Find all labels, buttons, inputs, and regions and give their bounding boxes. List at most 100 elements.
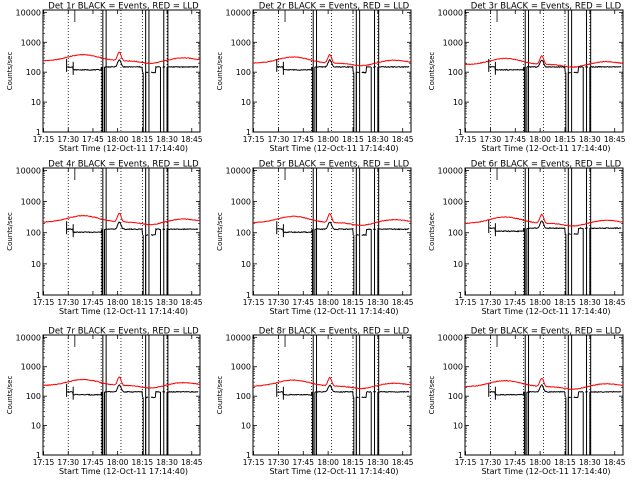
x-tick-label: 18:45	[392, 298, 414, 307]
y-tick-label: 100	[26, 68, 41, 77]
x-tick-label: 18:30	[367, 135, 389, 144]
x-tick-label: 17:45	[292, 135, 314, 144]
series-events-line	[276, 59, 410, 74]
x-tick-label: 18:30	[156, 298, 178, 307]
y-axis-label: Counts/sec	[6, 376, 14, 415]
x-tick-label: 18:15	[554, 135, 576, 144]
detector-panel: 1 10 100 1000 10000 17:15 17:30 17:45 18:00 18:15…	[428, 2, 626, 154]
x-tick-label: 18:30	[156, 135, 178, 144]
y-tick-label: 1	[36, 451, 41, 460]
x-tick-label: 18:45	[604, 458, 626, 467]
y-tick-label: 10	[453, 422, 463, 431]
series-lld-line	[464, 213, 624, 227]
series-events-line	[277, 384, 410, 399]
series-events-line	[489, 384, 622, 399]
y-tick-label: 10	[453, 260, 463, 269]
x-tick-label: 18:45	[181, 458, 203, 467]
y-axis-label: Counts/sec	[216, 212, 224, 251]
x-tick-label: 18:45	[392, 135, 414, 144]
x-tick-label: 17:45	[292, 298, 314, 307]
series-lld-line	[252, 212, 412, 227]
x-tick-label: 18:00	[529, 458, 551, 467]
x-tick-label: 17:15	[33, 458, 55, 467]
x-tick-label: 17:30	[57, 458, 79, 467]
series-lld-line	[42, 212, 201, 226]
x-axis-label: Start Time (12-Oct-11 17:14:40)	[59, 467, 188, 476]
x-tick-label: 18:45	[181, 135, 203, 144]
y-tick-label: 10	[31, 98, 41, 107]
plot-frame	[464, 334, 624, 456]
y-tick-label: 10000	[226, 166, 251, 175]
x-tick-label: 17:15	[455, 458, 477, 467]
y-tick-label: 10000	[438, 8, 463, 17]
plot-frame	[464, 9, 624, 133]
x-axis-label: Start Time (12-Oct-11 17:14:40)	[481, 467, 610, 476]
x-tick-label: 18:45	[604, 135, 626, 144]
chart-title: Det 7r BLACK = Events, RED = LLD	[48, 327, 199, 337]
x-tick-label: 18:15	[342, 458, 364, 467]
x-tick-label: 18:30	[579, 298, 601, 307]
y-axis-label: Counts/sec	[216, 376, 224, 415]
series-lld-line	[252, 376, 412, 390]
y-tick-label: 100	[448, 392, 463, 401]
y-tick-label: 1	[246, 291, 251, 300]
series-lld-line	[464, 55, 623, 68]
y-axis-label: Counts/sec	[216, 52, 224, 91]
y-tick-label: 100	[26, 229, 41, 238]
x-tick-label: 17:30	[268, 298, 290, 307]
y-tick-label: 1000	[21, 198, 41, 207]
y-tick-label: 1000	[443, 198, 463, 207]
detector-panel: 1 10 100 1000 10000 17:15 17:30 17:45 18:00 18:15…	[428, 327, 626, 477]
x-tick-label: 17:45	[82, 298, 104, 307]
y-tick-label: 10000	[16, 8, 41, 17]
y-tick-label: 10	[31, 260, 41, 269]
y-tick-label: 100	[26, 392, 41, 401]
chart-title: Det 4r BLACK = Events, RED = LLD	[48, 160, 199, 170]
detector-panel: 1 10 100 1000 10000 17:15 17:30 17:45 18:00 18:15…	[6, 2, 203, 154]
y-tick-label: 100	[236, 68, 251, 77]
series-lld-line	[252, 53, 412, 67]
x-tick-label: 17:45	[292, 458, 314, 467]
y-tick-label: 10000	[16, 166, 41, 175]
x-tick-label: 17:15	[243, 458, 265, 467]
plot-frame	[42, 167, 201, 296]
x-tick-label: 17:30	[480, 298, 502, 307]
detector-panel: 1 10 100 1000 10000 17:15 17:30 17:45 18:00 18:15…	[6, 160, 203, 317]
series-events-line	[67, 59, 199, 74]
plot-frame	[252, 9, 412, 133]
x-tick-label: 17:15	[243, 298, 265, 307]
x-tick-label: 18:15	[342, 298, 364, 307]
chart-title: Det 8r BLACK = Events, RED = LLD	[259, 327, 410, 337]
x-tick-label: 18:00	[107, 298, 129, 307]
x-tick-label: 18:00	[529, 298, 551, 307]
y-tick-label: 10000	[438, 333, 463, 342]
series-events-line	[489, 220, 622, 235]
x-tick-label: 17:45	[504, 135, 526, 144]
x-axis-label: Start Time (12-Oct-11 17:14:40)	[59, 144, 188, 153]
x-tick-label: 18:30	[579, 135, 601, 144]
x-tick-label: 18:45	[181, 298, 203, 307]
y-tick-label: 1000	[231, 38, 251, 47]
series-events-line	[277, 221, 410, 237]
x-tick-label: 18:30	[156, 458, 178, 467]
plot-frame	[252, 167, 412, 296]
detector-panel: 1 10 100 1000 10000 17:15 17:30 17:45 18:00 18:15…	[428, 160, 626, 317]
x-tick-label: 18:45	[392, 458, 414, 467]
x-axis-label: Start Time (12-Oct-11 17:14:40)	[269, 307, 398, 316]
series-events-line	[488, 59, 622, 74]
series-events-line	[66, 221, 199, 237]
plot-frame	[42, 9, 201, 133]
y-tick-label: 1000	[231, 198, 251, 207]
y-tick-label: 10	[453, 98, 463, 107]
x-tick-label: 18:00	[529, 135, 551, 144]
detector-panel: 1 10 100 1000 10000 17:15 17:30 17:45 18:00 18:15…	[216, 160, 414, 317]
x-tick-label: 18:00	[317, 458, 339, 467]
x-tick-label: 18:45	[604, 298, 626, 307]
plot-frame	[252, 334, 412, 456]
x-tick-label: 18:30	[579, 458, 601, 467]
y-tick-label: 1000	[231, 363, 251, 372]
y-tick-label: 100	[448, 229, 463, 238]
series-lld-line	[464, 377, 623, 390]
y-tick-label: 1	[458, 451, 463, 460]
